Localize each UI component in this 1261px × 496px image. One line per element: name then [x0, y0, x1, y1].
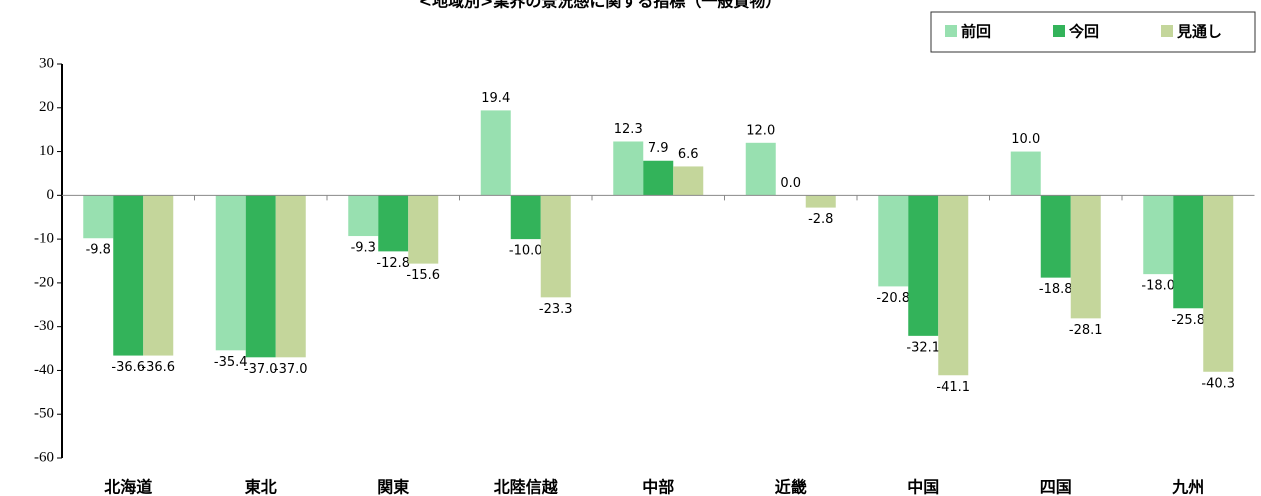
data-label: -23.3 [539, 302, 573, 317]
bar [1203, 195, 1234, 372]
legend-label: 前回 [961, 23, 991, 41]
data-label: -40.3 [1201, 376, 1235, 391]
data-label: -18.8 [1039, 282, 1073, 297]
bar [643, 160, 674, 196]
bar [540, 195, 571, 298]
data-label: 10.0 [1011, 132, 1040, 147]
y-tick-label: 20 [39, 99, 54, 115]
bar [878, 195, 909, 287]
x-tick-label: 北海道 [104, 478, 152, 496]
data-label: 19.4 [481, 91, 510, 106]
bar [215, 195, 246, 351]
legend-label: 今回 [1068, 23, 1099, 41]
y-tick-label: 0 [47, 187, 55, 203]
data-label: 7.9 [648, 141, 669, 156]
bar [480, 110, 511, 196]
bar [1143, 195, 1174, 275]
y-tick-label: -20 [34, 274, 54, 290]
y-tick-label: -40 [34, 362, 54, 378]
x-tick-label: 東北 [245, 478, 277, 496]
x-tick-label: 九州 [1171, 478, 1204, 496]
data-label: -18.0 [1141, 279, 1175, 294]
bar [378, 195, 409, 252]
data-label: -15.6 [406, 268, 440, 283]
bar [613, 141, 644, 196]
bar [83, 195, 114, 239]
data-label: -32.1 [906, 340, 940, 355]
data-label: -37.0 [244, 362, 278, 377]
bar [275, 195, 306, 358]
legend-swatch [1053, 25, 1065, 37]
data-label: -9.3 [351, 241, 376, 256]
bar [1070, 195, 1101, 319]
legend-swatch [945, 25, 957, 37]
bar [408, 195, 439, 264]
data-label: 0.0 [780, 176, 801, 191]
data-label: 12.0 [746, 123, 775, 138]
bar [805, 195, 836, 208]
data-label: 6.6 [678, 147, 699, 162]
x-tick-label: 四国 [1040, 478, 1072, 496]
data-label: -9.8 [86, 243, 111, 258]
data-label: -20.8 [876, 291, 910, 306]
data-label: -10.0 [509, 244, 543, 259]
bar [673, 166, 704, 196]
bar [113, 195, 144, 356]
data-label: -28.1 [1069, 323, 1103, 338]
legend-label: 見通し [1176, 23, 1222, 41]
bar [1010, 151, 1041, 196]
data-label: -2.8 [808, 212, 833, 227]
bar [908, 195, 939, 336]
legend-box [930, 11, 1256, 53]
x-tick-label: 関東 [377, 478, 409, 496]
bar [745, 142, 776, 196]
y-tick-label: -60 [34, 449, 54, 465]
x-tick-label: 北陸信越 [494, 478, 559, 496]
x-tick-label: 中国 [907, 478, 939, 496]
data-label: -36.6 [111, 360, 145, 375]
data-label: -41.1 [936, 380, 970, 395]
y-tick-label: -10 [34, 231, 54, 247]
bar [1040, 195, 1071, 278]
data-label: 12.3 [614, 122, 643, 137]
legend-swatch [1161, 25, 1173, 37]
y-tick-label: -30 [34, 318, 54, 334]
data-label: -35.4 [214, 355, 248, 370]
bar [938, 195, 969, 376]
y-tick-label: -50 [34, 406, 54, 422]
y-tick-label: 30 [39, 55, 54, 71]
data-label: -36.6 [141, 360, 175, 375]
x-tick-label: 近畿 [775, 478, 807, 496]
data-label: -12.8 [376, 256, 410, 271]
data-label: -37.0 [274, 362, 308, 377]
bar [143, 195, 174, 356]
bar [510, 195, 541, 240]
bar [245, 195, 276, 358]
bar [348, 195, 379, 237]
y-tick-label: 10 [39, 143, 54, 159]
x-tick-label: 中部 [642, 478, 674, 496]
data-label: -25.8 [1171, 313, 1205, 328]
chart-title: <地域別>業界の景況感に関する指標（一般貨物） [419, 0, 782, 11]
bar [1173, 195, 1204, 309]
